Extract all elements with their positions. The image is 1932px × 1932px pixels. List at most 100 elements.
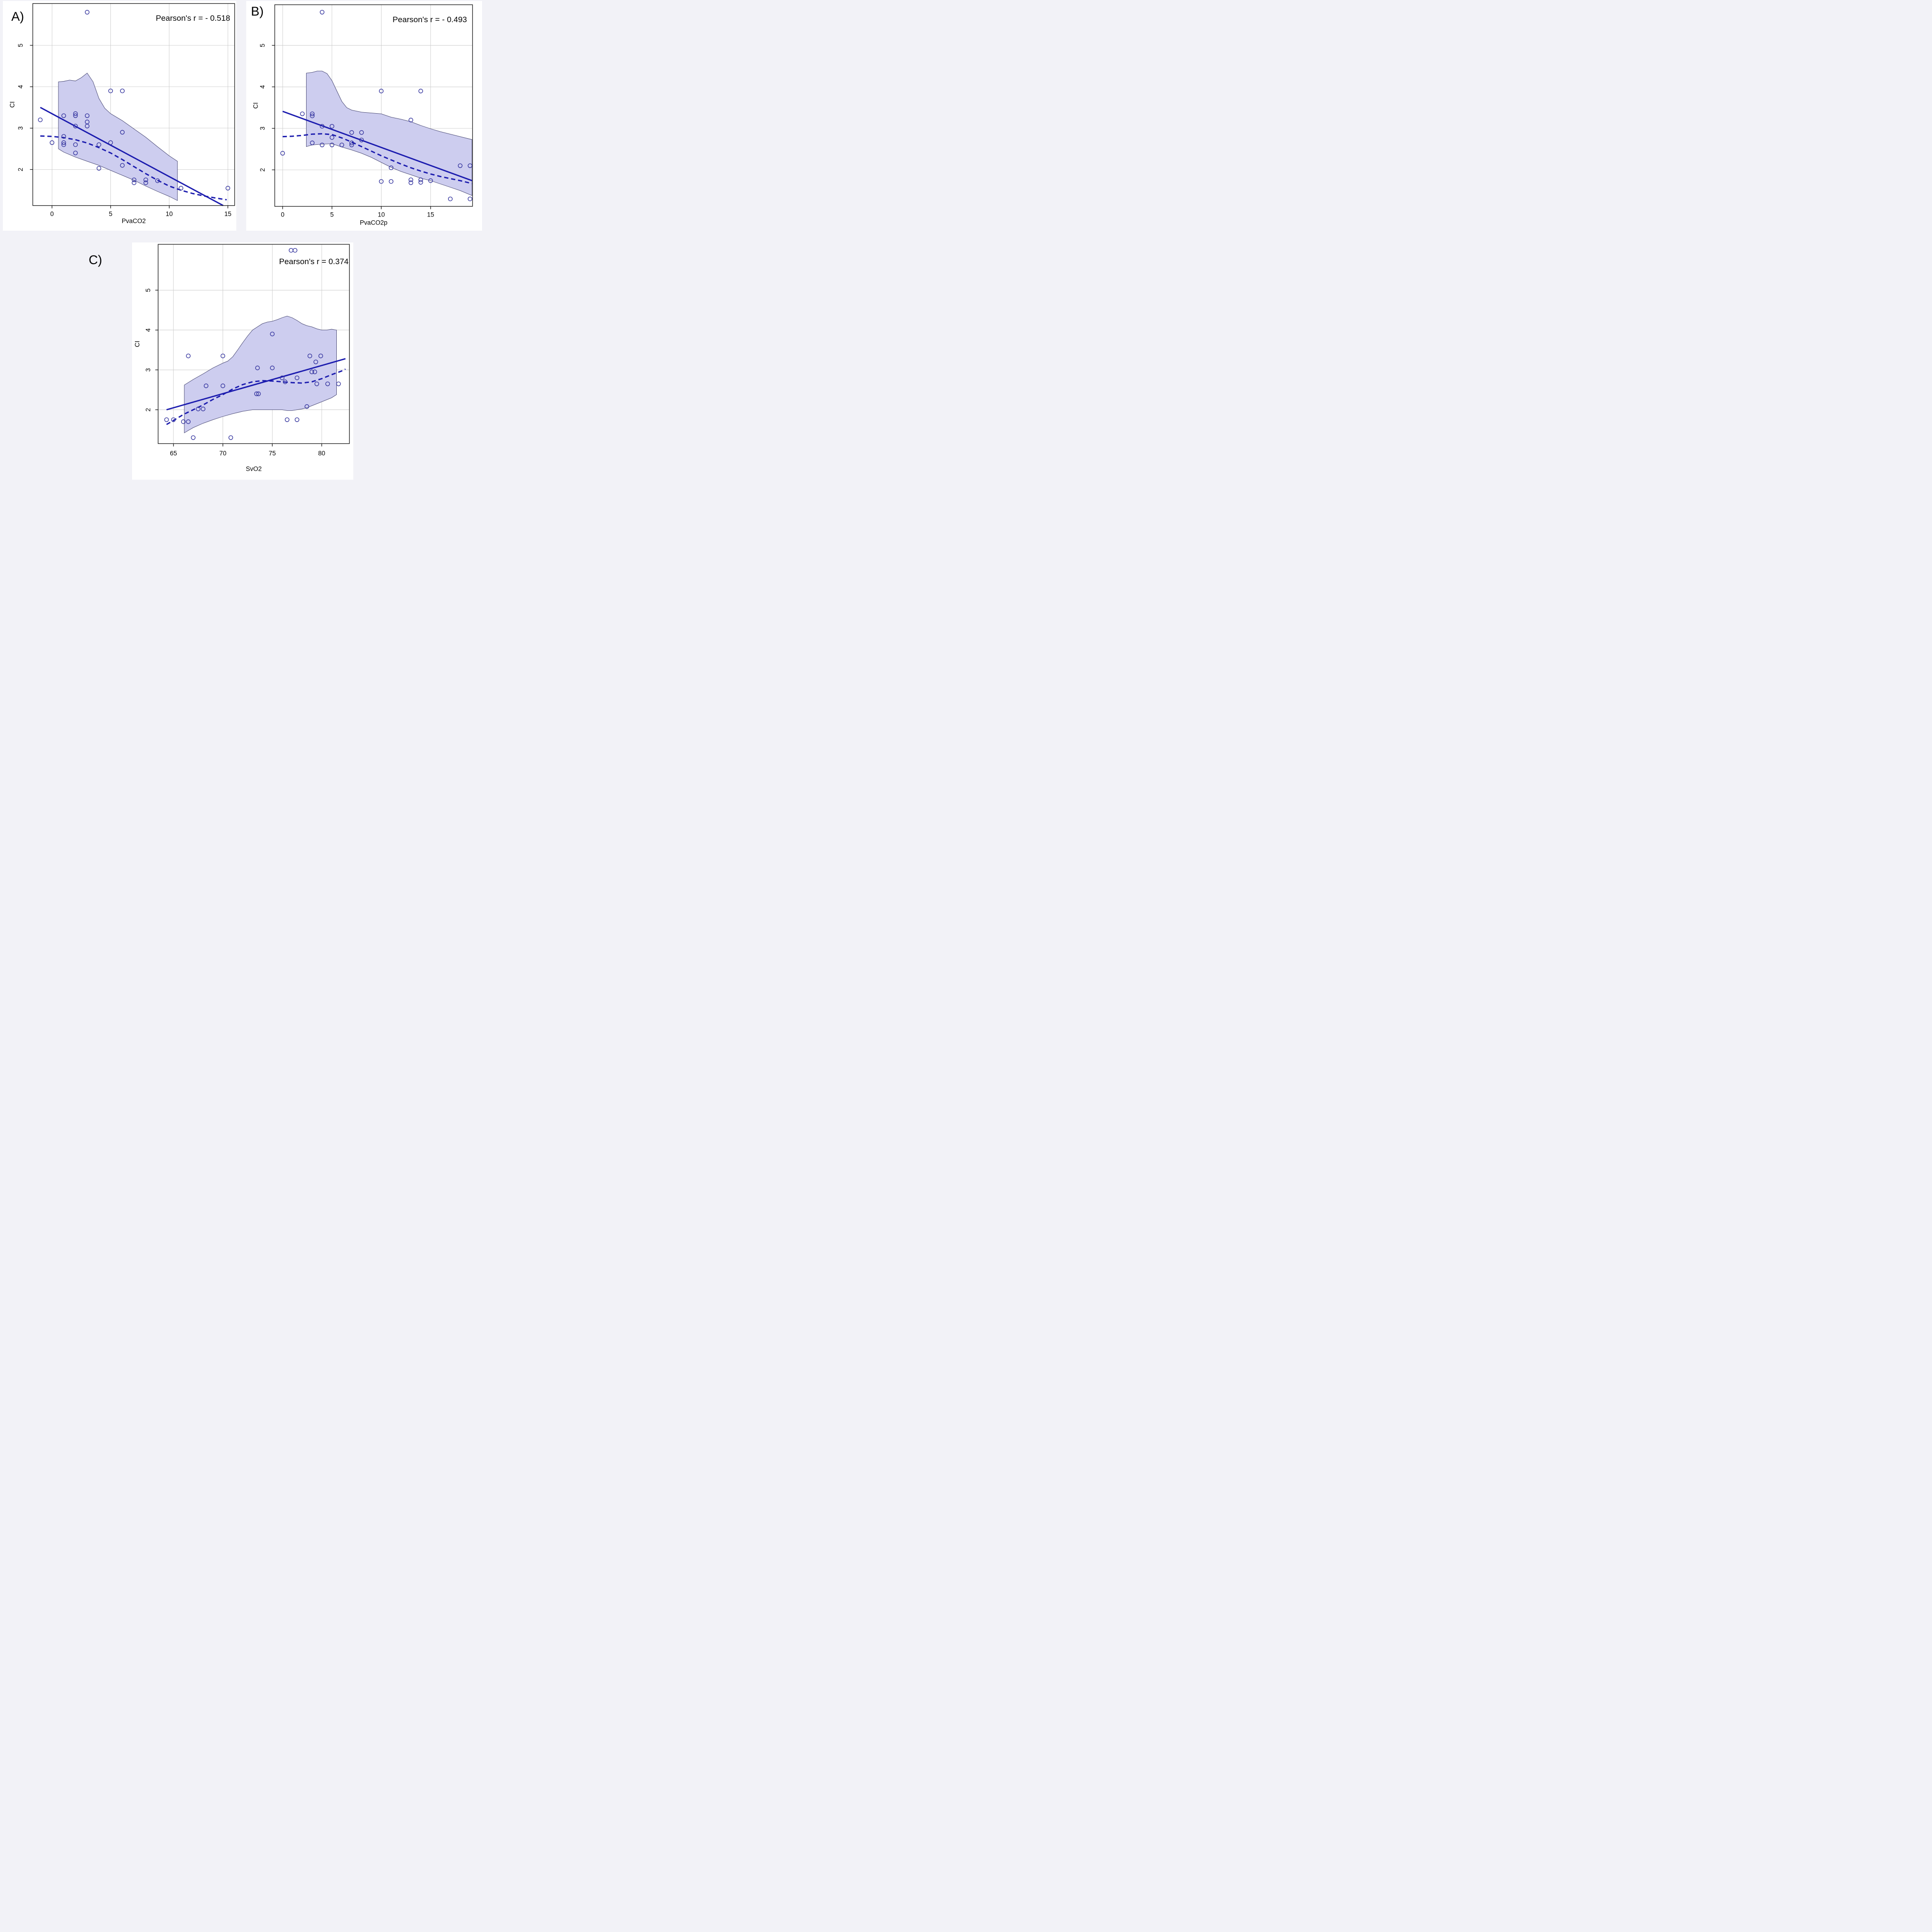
panel-b-point bbox=[310, 113, 315, 118]
panel-c-confidence-band bbox=[184, 316, 337, 433]
panel-a-xtick-label: 0 bbox=[50, 210, 54, 217]
panel-c-point bbox=[254, 391, 259, 396]
panel-a-point bbox=[84, 10, 90, 15]
panel-b-xtick-label: 15 bbox=[427, 211, 434, 218]
panel-b-point bbox=[349, 141, 354, 145]
panel-c-ytick-label: 3 bbox=[145, 368, 152, 372]
panel-c-xtick-label: 65 bbox=[170, 450, 177, 457]
panel-c-pearson-r-text: Pearson's r = 0.374 bbox=[279, 257, 349, 266]
panel-c: 65 70 75 80 2 3 4 5 SvO2 CI Pearson's r = 0.374 bbox=[133, 244, 350, 473]
panel-c-point bbox=[336, 381, 341, 386]
panel-c-point bbox=[255, 366, 260, 370]
panel-c-point bbox=[318, 353, 323, 358]
panel-b-point bbox=[467, 196, 473, 201]
panel-a-confidence-band bbox=[58, 73, 178, 201]
panel-b-point bbox=[329, 124, 334, 129]
panel-a-data-points bbox=[38, 10, 230, 191]
panel-a-point bbox=[96, 166, 101, 171]
panel-a-ytick-label: 4 bbox=[17, 85, 24, 89]
panel-a-point bbox=[132, 177, 137, 183]
panel-b-point bbox=[310, 141, 315, 145]
panel-b-point bbox=[418, 180, 423, 185]
panel-b-pearson-r-text: Pearson's r = - 0.493 bbox=[392, 15, 467, 24]
panel-a-xtick-label: 15 bbox=[225, 210, 232, 217]
panel-b-point bbox=[418, 177, 423, 183]
panel-b-plot-border bbox=[274, 4, 473, 207]
panel-a-point bbox=[84, 113, 90, 118]
panel-a-point bbox=[132, 180, 137, 185]
panel-c-point bbox=[289, 248, 293, 253]
panel-c-axes: 65 70 75 80 2 3 4 5 bbox=[145, 288, 325, 457]
panel-b-point bbox=[320, 9, 325, 15]
panel-a-ytick-label: 5 bbox=[17, 43, 24, 47]
panel-b-point bbox=[329, 142, 334, 148]
panel-c-xtick-label: 70 bbox=[219, 450, 226, 457]
panel-c-point bbox=[294, 375, 300, 380]
panel-b-ytick-label: 2 bbox=[259, 168, 266, 172]
panel-b-point bbox=[418, 89, 423, 93]
panel-b-data-points bbox=[280, 9, 473, 201]
panel-b-point bbox=[320, 142, 325, 148]
panel-b-point bbox=[389, 179, 394, 184]
panel-c-point bbox=[186, 353, 191, 358]
panel-a-point bbox=[61, 113, 66, 118]
panel-c-point bbox=[312, 369, 317, 375]
panel-c-point bbox=[283, 379, 288, 384]
panel-c-ytick-label: 2 bbox=[145, 408, 152, 412]
panel-a-point bbox=[155, 178, 160, 183]
panel-c-point bbox=[196, 407, 200, 411]
panel-a-axes: 0 5 10 15 2 3 4 5 bbox=[17, 43, 232, 217]
panel-b-xtick-label: 5 bbox=[330, 211, 334, 218]
panel-a-point bbox=[38, 117, 43, 122]
panel-a-point bbox=[120, 88, 125, 93]
panel-c-regression-line bbox=[166, 358, 346, 411]
panel-c-loess-curve bbox=[166, 368, 346, 425]
panel-c-y-axis-label: CI bbox=[133, 341, 141, 348]
panel-c-xtick-label: 75 bbox=[269, 450, 276, 457]
panel-b-xtick-label: 10 bbox=[378, 211, 385, 218]
panel-c-point bbox=[308, 353, 312, 358]
panel-b-point bbox=[408, 177, 413, 183]
panel-a-point bbox=[225, 186, 230, 191]
panel-a-point bbox=[61, 134, 66, 139]
panel-b-point bbox=[359, 137, 364, 142]
panel-c-point bbox=[256, 391, 261, 396]
panel-c-point bbox=[313, 359, 318, 365]
panel-a-point bbox=[108, 88, 113, 93]
panel-a-y-axis-label: CI bbox=[9, 101, 16, 108]
panel-a-xtick-label: 5 bbox=[109, 210, 113, 217]
panel-b-loess-curve bbox=[283, 133, 473, 184]
panel-b-point bbox=[389, 165, 394, 170]
panel-c-point bbox=[270, 332, 275, 336]
panel-c-point bbox=[294, 417, 300, 422]
panel-b-point bbox=[467, 163, 473, 168]
panel-a-point bbox=[84, 124, 90, 129]
panel-a-point bbox=[73, 124, 78, 129]
panel-a-point bbox=[120, 163, 125, 168]
panel-b-regression-line bbox=[282, 110, 473, 182]
panel-a: 0 5 10 15 2 3 4 5 PvaCO2 CI Pearson's r = - 0.518 bbox=[9, 3, 235, 225]
panel-b-point bbox=[458, 163, 463, 168]
panel-a-ytick-label: 3 bbox=[17, 126, 24, 130]
panel-a-point bbox=[143, 177, 148, 183]
panel-a-pearson-r-text: Pearson's r = - 0.518 bbox=[156, 14, 230, 23]
panel-c-point bbox=[304, 404, 309, 409]
panel-a-ytick-label: 2 bbox=[17, 168, 24, 172]
panel-b-point bbox=[379, 179, 384, 184]
panel-b-point bbox=[349, 142, 354, 148]
panel-b-point bbox=[300, 111, 305, 117]
panel-a-point bbox=[61, 140, 66, 145]
panel-a-point bbox=[73, 111, 78, 116]
panel-b-point bbox=[408, 117, 413, 123]
panel-a-point bbox=[50, 140, 55, 145]
panel-b-point bbox=[339, 142, 344, 148]
panel-b: 0 5 10 15 2 3 4 5 PvaCO2p CI Pearson's r = - 0.493 bbox=[252, 4, 473, 226]
panel-c-point bbox=[309, 369, 314, 375]
panel-a-point bbox=[120, 130, 125, 135]
panel-c-point bbox=[228, 435, 233, 440]
panel-a-plot-border bbox=[32, 3, 235, 206]
panel-a-point bbox=[96, 142, 101, 147]
panel-a-point bbox=[73, 150, 78, 156]
panel-c-point bbox=[186, 419, 191, 424]
